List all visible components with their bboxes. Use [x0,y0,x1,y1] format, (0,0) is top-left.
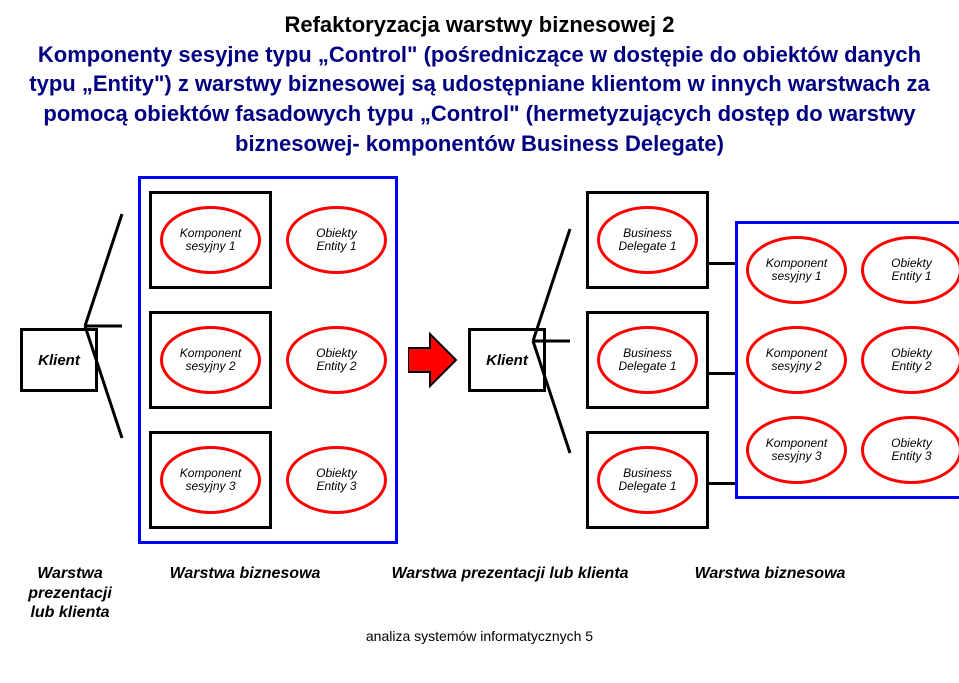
big-arrow-icon [408,330,458,390]
left-row-3: Komponent sesyjny 3 Obiekty Entity 3 [149,431,387,529]
right-mid-connectors [709,220,735,500]
right-bd-1-frame: Business Delegate 1 [586,191,709,289]
l: sesyjny 3 [185,480,235,493]
l: Entity 2 [316,360,356,373]
l: sesyjny 2 [185,360,235,373]
title-line1: Refaktoryzacja warstwy biznesowej 2 [20,10,939,40]
label-4: Warstwa biznesowa [650,564,890,622]
l: sesyjny 1 [185,240,235,253]
right-row-3: Komponent sesyjny 3 Obiekty Entity 3 [746,416,959,484]
left-row-1-obj: Obiekty Entity 1 [286,206,387,274]
label-3: Warstwa prezentacji lub klienta [370,564,650,622]
right-row-3-comp: Komponent sesyjny 3 [746,416,847,484]
left-row-3-obj: Obiekty Entity 3 [286,446,387,514]
left-row-3-compframe: Komponent sesyjny 3 [149,431,272,529]
l: Entity 3 [316,480,356,493]
right-bd-3: Business Delegate 1 [597,446,698,514]
label-1-text: Warstwa prezentacji lub klienta [20,564,120,622]
right-bd-3-frame: Business Delegate 1 [586,431,709,529]
l: Entity 2 [891,360,931,373]
right-row-1-obj: Obiekty Entity 1 [861,236,959,304]
left-blue-frame: Komponent sesyjny 1 Obiekty Entity 1 Kom… [138,176,398,544]
right-row-1-comp: Komponent sesyjny 1 [746,236,847,304]
l: Entity 3 [891,450,931,463]
left-row-1-compframe: Komponent sesyjny 1 [149,191,272,289]
left-row-2-obj: Obiekty Entity 2 [286,326,387,394]
right-bd-2: Business Delegate 1 [597,326,698,394]
l: Delegate 1 [618,480,676,493]
left-row-1: Komponent sesyjny 1 Obiekty Entity 1 [149,191,387,289]
right-row-2: Komponent sesyjny 2 Obiekty Entity 2 [746,326,959,394]
left-row-3-comp: Komponent sesyjny 3 [160,446,261,514]
l: Delegate 1 [618,360,676,373]
left-row-1-comp: Komponent sesyjny 1 [160,206,261,274]
right-row-2-comp: Komponent sesyjny 2 [746,326,847,394]
right-bd-1: Business Delegate 1 [597,206,698,274]
left-side: Klient Komponent sesyjny 1 Obiekty [20,176,398,544]
footer-text: analiza systemów informatycznych 5 [20,628,939,644]
right-row-1: Komponent sesyjny 1 Obiekty Entity 1 [746,236,959,304]
klient-left: Klient [20,328,98,392]
left-row-2-compframe: Komponent sesyjny 2 [149,311,272,409]
l: sesyjny 3 [771,450,821,463]
l: Entity 1 [316,240,356,253]
right-bd-col: Business Delegate 1 Business Delegate 1 … [586,191,709,529]
l: Delegate 1 [618,240,676,253]
label-2: Warstwa biznesowa [120,564,370,622]
right-row-3-obj: Obiekty Entity 3 [861,416,959,484]
l: Entity 1 [891,270,931,283]
right-side: Klient Business Delegate 1 Business Dele… [468,191,959,529]
left-row-2: Komponent sesyjny 2 Obiekty Entity 2 [149,311,387,409]
left-row-2-comp: Komponent sesyjny 2 [160,326,261,394]
labels-row: Warstwa prezentacji lub klienta Warstwa … [20,564,939,622]
title-block: Refaktoryzacja warstwy biznesowej 2 Komp… [20,10,939,158]
right-row-2-obj: Obiekty Entity 2 [861,326,959,394]
klient-right: Klient [468,328,546,392]
right-bd-2-frame: Business Delegate 1 [586,311,709,409]
right-blue-frame: Komponent sesyjny 1 Obiekty Entity 1 Kom… [735,221,959,499]
l: sesyjny 2 [771,360,821,373]
label-1: Warstwa prezentacji lub klienta [20,564,120,622]
title-rest: Komponenty sesyjne typu „Control" (pośre… [20,40,939,159]
l: sesyjny 1 [771,270,821,283]
diagram: Klient Komponent sesyjny 1 Obiekty [20,176,939,544]
